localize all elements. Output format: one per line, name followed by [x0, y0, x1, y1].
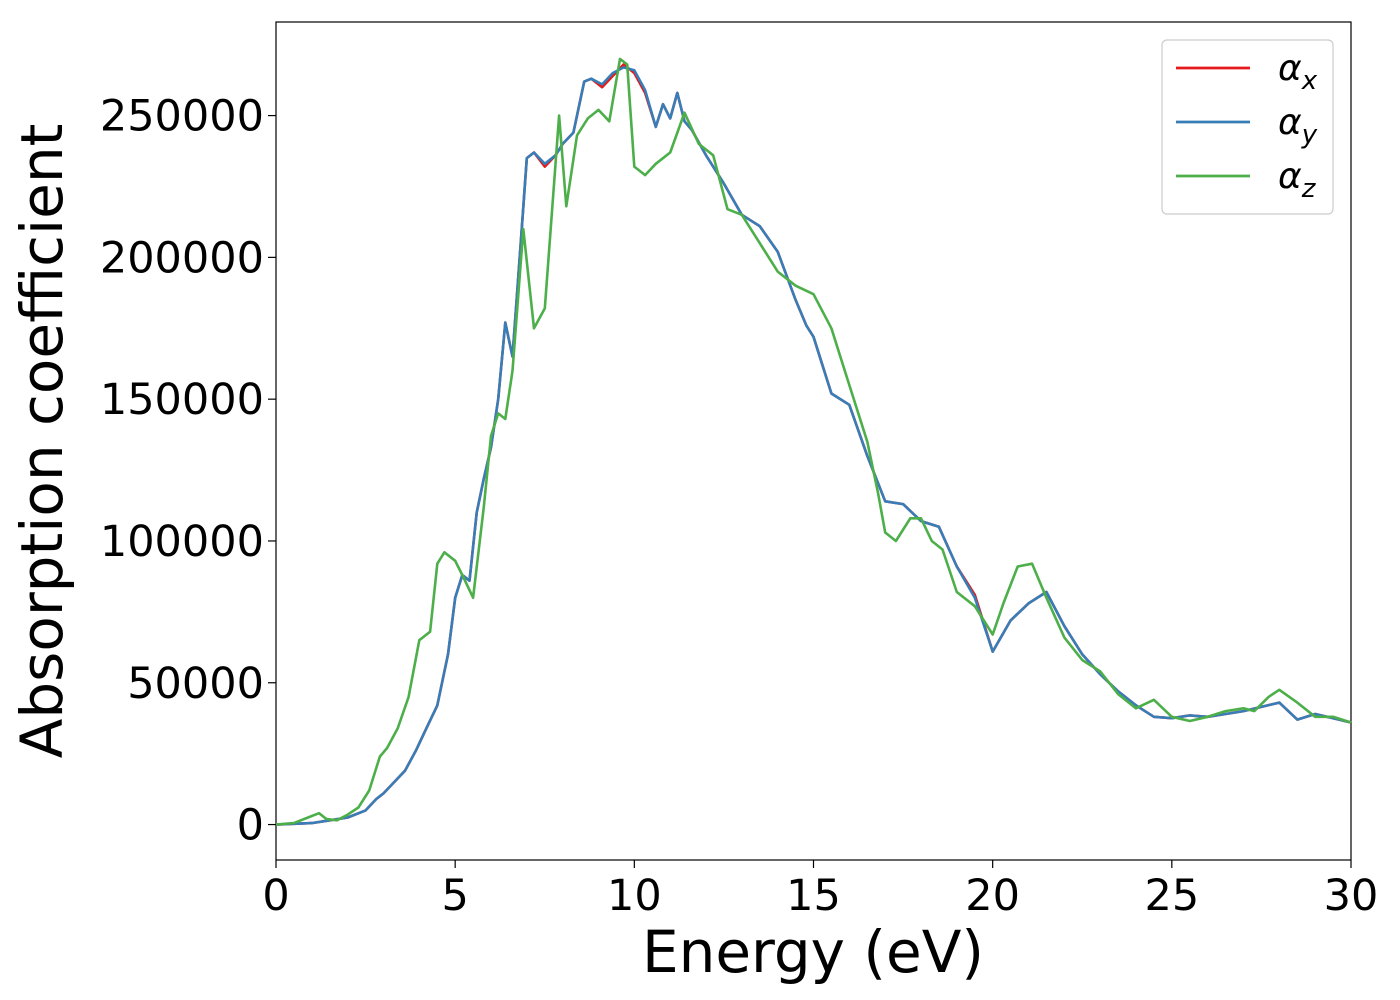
- y-tick-label: 150000: [100, 375, 264, 425]
- x-tick-label: 25: [1144, 871, 1199, 921]
- x-tick-label: 10: [607, 871, 662, 921]
- y-tick-label: 50000: [127, 659, 264, 709]
- x-axis-title: Energy (eV): [642, 918, 984, 986]
- x-tick-label: 20: [965, 871, 1020, 921]
- x-tick-label: 0: [262, 871, 289, 921]
- x-tick-label: 5: [441, 871, 468, 921]
- legend-box: [1161, 39, 1334, 215]
- legend-subscript-z: z: [1301, 174, 1317, 204]
- y-tick-label: 250000: [100, 92, 264, 142]
- x-axis-ticks: 0 5 10 15 20 25 30: [262, 860, 1378, 921]
- legend-subscript-x: x: [1301, 66, 1318, 96]
- y-tick-label: 200000: [100, 233, 264, 283]
- y-axis-title: Absorption coefficient: [8, 124, 76, 759]
- x-tick-label: 15: [786, 871, 841, 921]
- x-tick-label: 30: [1324, 871, 1379, 921]
- series-line-z: [275, 57, 1352, 826]
- y-axis-ticks: 0 50000 100000 150000 200000 250000: [100, 92, 276, 851]
- legend-subscript-y: y: [1301, 120, 1318, 150]
- series-layer: [275, 57, 1352, 826]
- y-tick-label: 0: [237, 801, 264, 851]
- y-tick-label: 100000: [100, 517, 264, 567]
